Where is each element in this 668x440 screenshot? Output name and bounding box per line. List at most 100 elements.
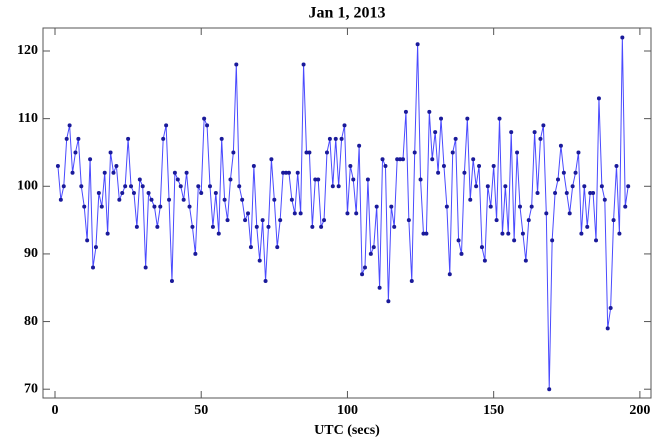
data-point [626, 184, 631, 189]
data-point [620, 35, 625, 40]
data-point [260, 218, 265, 223]
data-point [535, 191, 540, 196]
data-point [360, 272, 365, 277]
data-point [602, 197, 607, 202]
data-point [207, 184, 212, 189]
data-point [421, 231, 426, 236]
data-point [561, 170, 566, 175]
data-point [105, 231, 110, 236]
data-point [611, 218, 616, 223]
data-point [579, 231, 584, 236]
data-point [357, 143, 362, 148]
data-point [210, 224, 215, 229]
data-point [523, 258, 528, 263]
data-point [503, 184, 508, 189]
data-point [310, 224, 315, 229]
data-point [248, 245, 253, 250]
data-point [55, 163, 60, 168]
data-point [532, 130, 537, 135]
data-point [570, 184, 575, 189]
data-point [263, 278, 268, 283]
y-tick-label: 100 [17, 179, 38, 194]
data-point [544, 211, 549, 216]
data-point [477, 163, 482, 168]
y-tick-label: 110 [18, 111, 38, 126]
data-point [520, 231, 525, 236]
data-point [444, 204, 449, 209]
data-point [228, 177, 233, 182]
data-point [512, 238, 517, 243]
data-point [336, 184, 341, 189]
data-point [468, 197, 473, 202]
data-point [395, 157, 400, 162]
data-point [330, 184, 335, 189]
data-point [307, 150, 312, 155]
data-point [275, 245, 280, 250]
data-point [585, 224, 590, 229]
data-point [383, 163, 388, 168]
data-point [322, 218, 327, 223]
data-point [474, 184, 479, 189]
data-point [67, 123, 72, 128]
data-point [529, 204, 534, 209]
data-point [564, 191, 569, 196]
data-point [91, 265, 96, 270]
data-point [304, 150, 309, 155]
data-point [126, 136, 131, 141]
data-point [517, 204, 522, 209]
x-axis-label: UTC (secs) [314, 423, 380, 438]
data-point [409, 278, 414, 283]
data-point [187, 204, 192, 209]
data-point [82, 204, 87, 209]
data-point [269, 157, 274, 162]
data-point [70, 170, 75, 175]
data-point [286, 170, 291, 175]
data-point [591, 191, 596, 196]
data-point [617, 231, 622, 236]
data-point [433, 130, 438, 135]
data-point [289, 197, 294, 202]
data-point [149, 197, 154, 202]
data-point [281, 170, 286, 175]
data-point [403, 109, 408, 114]
data-point [441, 163, 446, 168]
data-point [85, 238, 90, 243]
data-point [594, 238, 599, 243]
data-point [190, 224, 195, 229]
data-point [301, 62, 306, 67]
x-tick-label: 50 [194, 403, 208, 418]
data-point [129, 184, 134, 189]
data-point [605, 326, 610, 331]
data-point [284, 170, 289, 175]
data-point [599, 184, 604, 189]
data-point [316, 177, 321, 182]
data-point [608, 306, 613, 311]
data-point [333, 136, 338, 141]
data-point [374, 204, 379, 209]
data-point [181, 197, 186, 202]
data-point [582, 184, 587, 189]
data-point [494, 218, 499, 223]
data-point [506, 231, 511, 236]
data-point [439, 116, 444, 121]
data-point [155, 224, 160, 229]
data-point [415, 42, 420, 47]
data-point [324, 150, 329, 155]
data-point [401, 157, 406, 162]
data-point [99, 204, 104, 209]
data-point [482, 258, 487, 263]
data-point [500, 231, 505, 236]
data-point [243, 218, 248, 223]
data-point [485, 184, 490, 189]
data-point [184, 170, 189, 175]
data-point [398, 157, 403, 162]
data-point [213, 191, 218, 196]
data-point [427, 109, 432, 114]
data-point [386, 299, 391, 304]
data-point [623, 204, 628, 209]
data-point [406, 218, 411, 223]
data-point [538, 136, 543, 141]
data-point [298, 211, 303, 216]
data-point [205, 123, 210, 128]
data-point [362, 265, 367, 270]
